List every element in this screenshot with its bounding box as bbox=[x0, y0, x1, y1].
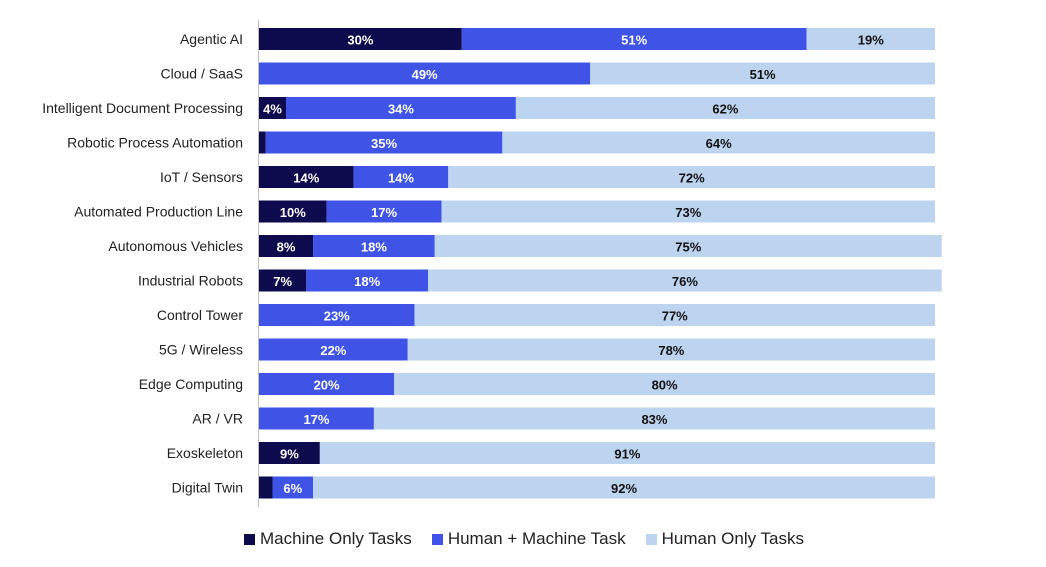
bar-segment-human-machine-task-digital-twin bbox=[272, 476, 314, 499]
data-label-human-machine-task-automated-production-line: 17% bbox=[371, 205, 397, 220]
bar-segment-machine-only-tasks-agentic-ai bbox=[259, 28, 462, 50]
bar-segment-human-machine-task-ar-vr bbox=[259, 407, 374, 430]
legend-item-human-only: Human Only Tasks bbox=[645, 529, 804, 549]
category-label-robotic-process-automation: Robotic Process Automation bbox=[67, 135, 243, 151]
bar-data-labels: 30% 51% 19% 49% 51% 4% 34% 62% 35% 64% 14% 14% 72% 10… bbox=[263, 33, 884, 497]
data-label-machine-only-tasks-autonomous-vehicles: 8% bbox=[277, 240, 296, 255]
data-label-human-machine-task-edge-computing: 20% bbox=[314, 378, 340, 393]
data-label-human-only-tasks-edge-computing: 80% bbox=[652, 378, 678, 393]
bar-segment-machine-only-tasks-robotic-process-automation bbox=[259, 131, 266, 154]
data-label-machine-only-tasks-exoskeleton: 9% bbox=[280, 447, 299, 462]
bar-segment-human-only-tasks-5g-wireless bbox=[407, 338, 936, 361]
data-label-human-only-tasks-digital-twin: 92% bbox=[611, 481, 637, 496]
category-label-ar-vr: AR / VR bbox=[192, 411, 243, 427]
data-label-human-only-tasks-cloud-saas: 51% bbox=[750, 67, 776, 82]
bar-segment-human-only-tasks-automated-production-line bbox=[441, 200, 935, 223]
bars bbox=[259, 28, 942, 499]
bar-segment-human-machine-task-intelligent-document-processing bbox=[286, 97, 516, 119]
data-label-human-machine-task-digital-twin: 6% bbox=[283, 481, 302, 496]
bar-segment-machine-only-tasks-industrial-robots bbox=[259, 269, 307, 292]
bar-segment-human-machine-task-industrial-robots bbox=[306, 269, 428, 292]
data-label-human-machine-task-industrial-robots: 18% bbox=[354, 274, 380, 289]
data-label-human-only-tasks-robotic-process-automation: 64% bbox=[706, 136, 732, 151]
category-label-iot-sensors: IoT / Sensors bbox=[160, 169, 243, 185]
category-label-agentic-ai: Agentic AI bbox=[180, 31, 243, 47]
data-label-human-only-tasks-automated-production-line: 73% bbox=[675, 205, 701, 220]
bar-segment-human-only-tasks-exoskeleton bbox=[319, 442, 936, 464]
data-label-human-machine-task-agentic-ai: 51% bbox=[621, 33, 647, 48]
data-label-human-machine-task-robotic-process-automation: 35% bbox=[371, 136, 397, 151]
bar-segment-human-machine-task-5g-wireless bbox=[259, 338, 408, 361]
bar-segment-human-only-tasks-autonomous-vehicles bbox=[434, 235, 942, 257]
bar-segment-machine-only-tasks-digital-twin bbox=[259, 476, 273, 499]
data-label-machine-only-tasks-iot-sensors: 14% bbox=[293, 171, 319, 186]
bar-segment-machine-only-tasks-autonomous-vehicles bbox=[259, 235, 314, 257]
bar-segment-human-machine-task-iot-sensors bbox=[353, 166, 449, 188]
legend-label-machine-only: Machine Only Tasks bbox=[260, 529, 412, 548]
data-label-human-machine-task-ar-vr: 17% bbox=[303, 412, 329, 427]
bar-segment-human-machine-task-control-tower bbox=[259, 304, 415, 326]
data-label-human-only-tasks-5g-wireless: 78% bbox=[658, 343, 684, 358]
legend-swatch-machine-only bbox=[244, 533, 255, 545]
bar-segment-human-machine-task-agentic-ai bbox=[461, 28, 807, 50]
category-labels: Agentic AI Cloud / SaaS Intelligent Docume… bbox=[42, 31, 243, 496]
bar-segment-machine-only-tasks-automated-production-line bbox=[259, 200, 327, 223]
bar-segment-machine-only-tasks-iot-sensors bbox=[259, 166, 354, 188]
category-label-automated-production-line: Automated Production Line bbox=[74, 204, 243, 220]
data-label-human-machine-task-autonomous-vehicles: 18% bbox=[361, 240, 387, 255]
legend-label-human-only: Human Only Tasks bbox=[661, 529, 804, 548]
bar-segment-human-only-tasks-agentic-ai bbox=[806, 28, 935, 50]
bar-segment-human-machine-task-robotic-process-automation bbox=[265, 131, 503, 154]
bar-segment-human-machine-task-edge-computing bbox=[259, 373, 395, 395]
bar-segment-human-only-tasks-control-tower bbox=[414, 304, 936, 326]
data-label-human-machine-task-iot-sensors: 14% bbox=[388, 171, 414, 186]
data-label-machine-only-tasks-agentic-ai: 30% bbox=[347, 33, 373, 48]
data-label-human-only-tasks-exoskeleton: 91% bbox=[614, 447, 640, 462]
bar-segment-machine-only-tasks-exoskeleton bbox=[259, 442, 320, 464]
legend-swatch-human-only bbox=[645, 533, 657, 545]
data-label-human-only-tasks-ar-vr: 83% bbox=[641, 412, 667, 427]
data-label-human-machine-task-5g-wireless: 22% bbox=[320, 343, 346, 358]
category-label-autonomous-vehicles: Autonomous Vehicles bbox=[108, 238, 243, 254]
data-label-machine-only-tasks-industrial-robots: 7% bbox=[273, 274, 292, 289]
data-label-human-machine-task-cloud-saas: 49% bbox=[412, 67, 438, 82]
data-label-machine-only-tasks-automated-production-line: 10% bbox=[280, 205, 306, 220]
category-label-control-tower: Control Tower bbox=[157, 307, 243, 323]
data-label-human-only-tasks-agentic-ai: 19% bbox=[858, 33, 884, 48]
bar-segment-human-only-tasks-iot-sensors bbox=[448, 166, 935, 188]
data-label-machine-only-tasks-intelligent-document-processing: 4% bbox=[263, 102, 282, 117]
bar-segment-human-machine-task-automated-production-line bbox=[326, 200, 442, 223]
legend-item-human-machine: Human + Machine Task bbox=[431, 529, 626, 549]
bar-segment-human-only-tasks-industrial-robots bbox=[428, 269, 942, 292]
category-label-exoskeleton: Exoskeleton bbox=[167, 445, 243, 461]
data-label-human-only-tasks-industrial-robots: 76% bbox=[672, 274, 698, 289]
data-label-human-machine-task-control-tower: 23% bbox=[324, 309, 350, 324]
bar-segment-human-only-tasks-ar-vr bbox=[373, 407, 935, 430]
category-label-industrial-robots: Industrial Robots bbox=[138, 273, 243, 289]
bar-segment-human-only-tasks-intelligent-document-processing bbox=[515, 97, 935, 119]
bar-segment-human-only-tasks-edge-computing bbox=[394, 373, 935, 395]
bar-segment-machine-only-tasks-intelligent-document-processing bbox=[259, 97, 287, 119]
bar-segment-human-only-tasks-robotic-process-automation bbox=[502, 131, 935, 154]
bar-segment-human-only-tasks-digital-twin bbox=[313, 476, 936, 499]
legend: Machine Only Tasks Human + Machine Task … bbox=[244, 529, 804, 549]
data-label-human-only-tasks-control-tower: 77% bbox=[662, 309, 688, 324]
bar-segment-human-machine-task-cloud-saas bbox=[259, 62, 591, 85]
category-label-cloud-saas: Cloud / SaaS bbox=[161, 66, 244, 82]
data-label-human-machine-task-intelligent-document-processing: 34% bbox=[388, 102, 414, 117]
category-label-5g-wireless: 5G / Wireless bbox=[159, 342, 243, 358]
legend-item-machine-only: Machine Only Tasks bbox=[244, 529, 412, 549]
data-label-human-only-tasks-iot-sensors: 72% bbox=[679, 171, 705, 186]
category-label-digital-twin: Digital Twin bbox=[172, 480, 243, 496]
legend-swatch-human-machine bbox=[431, 533, 443, 545]
bar-segment-human-machine-task-autonomous-vehicles bbox=[313, 235, 435, 257]
data-label-human-only-tasks-autonomous-vehicles: 75% bbox=[675, 240, 701, 255]
category-label-intelligent-document-processing: Intelligent Document Processing bbox=[42, 100, 243, 116]
data-label-human-only-tasks-intelligent-document-processing: 62% bbox=[712, 102, 738, 117]
category-label-edge-computing: Edge Computing bbox=[139, 376, 243, 392]
bar-segment-human-only-tasks-cloud-saas bbox=[590, 62, 935, 85]
legend-label-human-machine: Human + Machine Task bbox=[447, 529, 626, 548]
